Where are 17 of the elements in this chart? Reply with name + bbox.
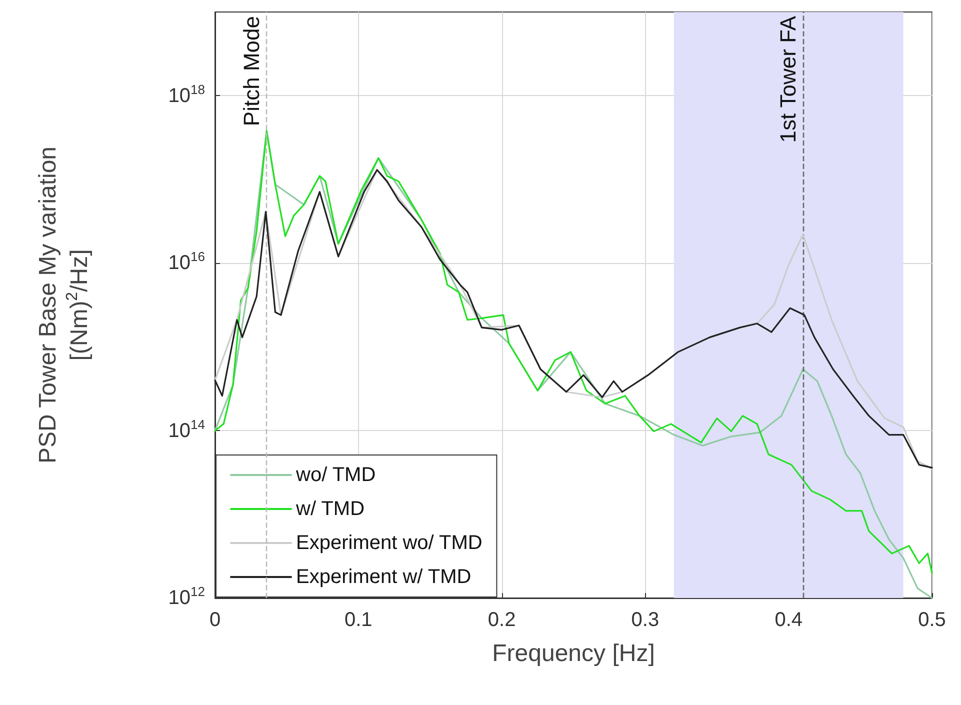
x-tick-label: 0.3 (631, 609, 660, 631)
legend-label: wo/ TMD (295, 464, 376, 486)
y-tick-label: 10$^{14}$ (168, 416, 205, 442)
y-tick-label: 10$^{16}$ (168, 249, 205, 274)
x-tick-label: 0.4 (774, 609, 803, 631)
x-tick-label: 0.2 (488, 609, 516, 631)
legend-label: w/ TMD (295, 498, 365, 520)
ref-line-label: 1st Tower FA (775, 16, 800, 143)
legend-label: Experiment w/ TMD (296, 566, 472, 588)
y-tick-label: 10$^{12}$ (168, 584, 205, 609)
x-tick-label: 0.1 (344, 609, 372, 631)
x-tick-label: 0 (209, 609, 221, 631)
x-tick-label: 0.5 (918, 609, 946, 631)
y-tick-label: 10$^{18}$ (168, 82, 205, 107)
ref-line-label: Pitch Mode (239, 16, 264, 126)
legend-label: Experiment wo/ TMD (296, 532, 482, 554)
x-axis-title: Frequency [Hz] (492, 640, 655, 668)
